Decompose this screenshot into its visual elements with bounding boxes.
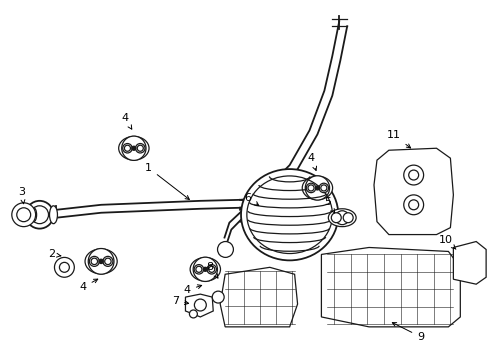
Circle shape	[89, 256, 99, 266]
Ellipse shape	[31, 208, 37, 222]
Circle shape	[194, 265, 203, 274]
Circle shape	[26, 201, 53, 229]
Circle shape	[54, 257, 74, 277]
Circle shape	[217, 242, 233, 257]
Ellipse shape	[327, 209, 355, 227]
Text: 8: 8	[206, 262, 218, 278]
Circle shape	[122, 144, 132, 153]
Circle shape	[196, 266, 202, 273]
Circle shape	[135, 144, 145, 153]
Circle shape	[193, 257, 217, 282]
Circle shape	[343, 213, 352, 223]
Ellipse shape	[190, 257, 220, 281]
Polygon shape	[185, 294, 213, 317]
Circle shape	[99, 259, 103, 264]
Text: 4: 4	[307, 153, 316, 170]
Ellipse shape	[49, 206, 57, 224]
Ellipse shape	[85, 249, 117, 274]
Text: 3: 3	[18, 187, 25, 204]
Circle shape	[408, 170, 418, 180]
Circle shape	[189, 310, 197, 318]
Text: 4: 4	[80, 279, 98, 292]
Circle shape	[315, 186, 319, 190]
Text: 5: 5	[323, 197, 334, 213]
Circle shape	[137, 145, 143, 151]
Circle shape	[17, 208, 31, 222]
Polygon shape	[321, 247, 459, 327]
Ellipse shape	[302, 176, 332, 200]
Circle shape	[331, 213, 341, 223]
Circle shape	[307, 185, 313, 191]
Text: 10: 10	[438, 234, 455, 249]
Circle shape	[408, 200, 418, 210]
Text: 7: 7	[172, 296, 188, 306]
Polygon shape	[452, 242, 485, 284]
Text: 11: 11	[386, 130, 410, 148]
Circle shape	[203, 267, 207, 271]
Circle shape	[91, 258, 97, 265]
Circle shape	[104, 258, 111, 265]
Ellipse shape	[119, 136, 149, 160]
Circle shape	[403, 165, 423, 185]
Circle shape	[122, 136, 146, 161]
Polygon shape	[220, 267, 297, 327]
Circle shape	[194, 299, 206, 311]
Circle shape	[319, 183, 328, 193]
Ellipse shape	[241, 169, 338, 260]
Circle shape	[60, 262, 69, 272]
Circle shape	[305, 176, 329, 200]
Text: 6: 6	[244, 193, 258, 206]
Text: 9: 9	[391, 323, 423, 342]
Circle shape	[320, 185, 326, 191]
Circle shape	[88, 248, 114, 274]
Text: 4: 4	[183, 285, 201, 295]
Text: 2: 2	[48, 249, 61, 260]
Circle shape	[305, 183, 315, 193]
Text: 4: 4	[121, 113, 132, 129]
Circle shape	[403, 195, 423, 215]
Circle shape	[335, 211, 348, 225]
Circle shape	[12, 203, 36, 227]
Circle shape	[31, 206, 48, 224]
Circle shape	[208, 266, 214, 273]
Polygon shape	[373, 148, 452, 235]
Circle shape	[212, 291, 224, 303]
Circle shape	[124, 145, 130, 151]
Text: 1: 1	[145, 163, 189, 199]
Circle shape	[206, 265, 216, 274]
Circle shape	[132, 146, 136, 150]
Circle shape	[102, 256, 113, 266]
